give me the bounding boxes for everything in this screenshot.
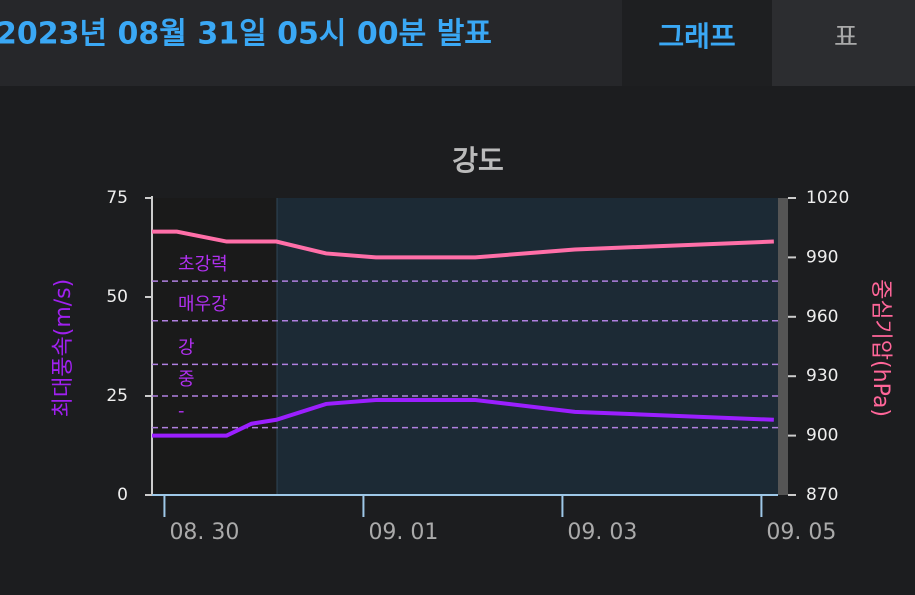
threshold-label: 중 xyxy=(178,369,195,390)
threshold-label: 초강력 xyxy=(178,254,228,275)
past-area xyxy=(152,198,277,495)
header-title: 2023년 08월 31일 05시 00분 발표 xyxy=(0,17,492,52)
x-tick-label: 09. 01 xyxy=(368,520,438,545)
y-tick-label: 25 xyxy=(106,386,128,406)
threshold-label: - xyxy=(178,401,185,422)
tab-bg[interactable] xyxy=(772,0,915,86)
y-tick-label: 0 xyxy=(117,485,128,505)
scrollbar xyxy=(778,198,788,495)
chart-title: 강도 xyxy=(452,144,504,177)
y2-tick-label: 960 xyxy=(806,307,838,327)
tab[interactable]: 표 xyxy=(834,23,858,53)
threshold-label: 매우강 xyxy=(178,294,228,315)
y-tick-label: 50 xyxy=(106,287,128,307)
x-tick-label: 09. 03 xyxy=(567,520,637,545)
header-bar xyxy=(0,0,622,86)
threshold-label: 강 xyxy=(178,337,195,358)
series-line xyxy=(152,397,774,438)
x-tick-label: 08. 30 xyxy=(169,520,239,545)
y2-tick-label: 870 xyxy=(806,485,838,505)
y-tick-label: 75 xyxy=(106,188,128,208)
y2-tick-label: 930 xyxy=(806,366,838,386)
series-line xyxy=(152,229,774,260)
y-axis-label: 최대풍속(m/s) xyxy=(51,279,76,417)
y2-tick-label: 900 xyxy=(806,426,838,446)
forecast-area xyxy=(277,198,778,495)
y2-axis-label: 중심기압(hPa) xyxy=(868,279,893,417)
tab[interactable]: 그래프 xyxy=(658,20,735,53)
y2-tick-label: 1020 xyxy=(806,188,849,208)
y2-tick-label: 990 xyxy=(806,247,838,267)
tab-bg[interactable] xyxy=(622,0,772,86)
x-tick-label: 09. 05 xyxy=(766,520,836,545)
